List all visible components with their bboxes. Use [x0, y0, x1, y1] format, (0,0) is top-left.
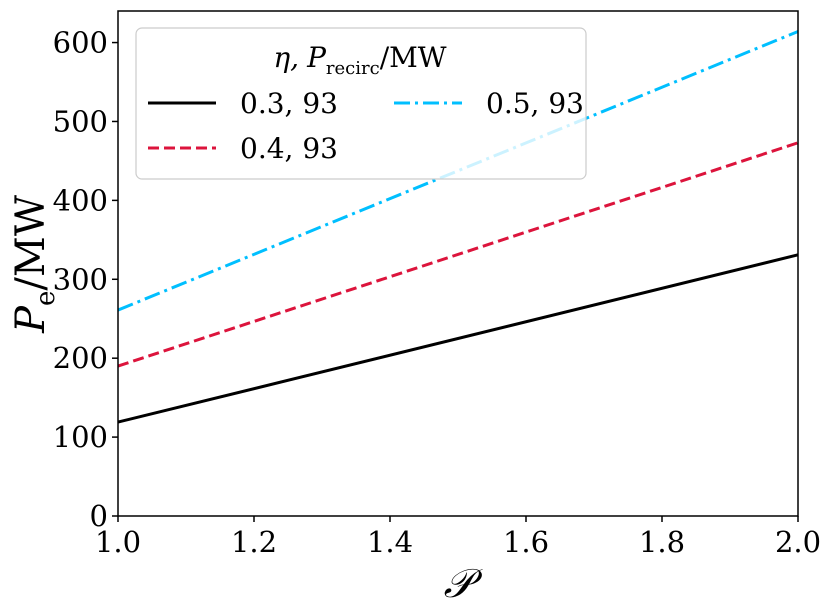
plot-frame	[117, 10, 799, 517]
x-tick-label: 2.0	[775, 525, 821, 559]
x-tick-label: 1.4	[367, 525, 413, 559]
series-layer	[117, 30, 799, 424]
legend-box	[135, 27, 587, 180]
y-axis: 0 100 200 300 400 500 600	[53, 26, 118, 533]
x-tick-label: 1.6	[503, 525, 549, 559]
x-axis-label: 𝒫	[444, 561, 484, 607]
y-tick-label: 0	[90, 499, 108, 533]
legend-label-0.5: 0.5, 93	[486, 87, 584, 120]
y-tick-label: 300	[53, 262, 108, 296]
series-line-0.4	[117, 141, 799, 368]
y-tick-label: 100	[53, 420, 108, 454]
legend-title: η, Precirc/MW	[273, 41, 446, 79]
y-tick-label: 400	[53, 183, 108, 217]
legend-label-0.3: 0.3, 93	[240, 87, 338, 120]
y-axis-label: Pe/MW	[8, 195, 61, 334]
legend-label-0.4: 0.4, 93	[240, 132, 338, 165]
y-tick-label: 200	[53, 341, 108, 375]
series-line-0.5	[117, 30, 799, 312]
x-tick-label: 1.0	[95, 525, 141, 559]
x-axis: 1.0 1.2 1.4 1.6 1.8 2.0	[95, 516, 821, 559]
x-tick-label: 1.2	[231, 525, 277, 559]
legend: η, Precirc/MW 0.3, 93 0.4, 93 0.5, 93	[135, 27, 587, 180]
x-tick-label: 1.8	[639, 525, 685, 559]
y-tick-label: 600	[53, 26, 108, 60]
series-line-0.3	[117, 253, 799, 424]
y-tick-label: 500	[53, 104, 108, 138]
